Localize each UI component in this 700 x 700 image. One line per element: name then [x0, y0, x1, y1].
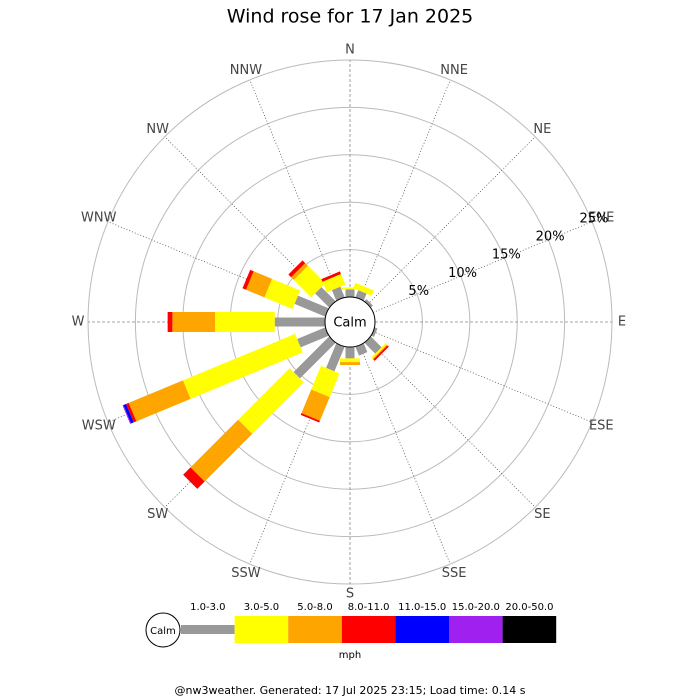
direction-label: ESE: [589, 419, 614, 434]
bar-segment: [373, 345, 389, 361]
footer: @nw3weather. Generated: 17 Jul 2025 23:1…: [175, 684, 526, 697]
bar-segment: [297, 327, 329, 348]
legend-label: 1.0-3.0: [190, 602, 225, 613]
bar-segment: [294, 295, 329, 317]
chart-title: Wind rose for 17 Jan 2025: [227, 6, 474, 28]
r-tick-label: 25%: [579, 211, 608, 226]
direction-label: SSE: [442, 566, 467, 581]
bar-segment: [301, 389, 330, 421]
legend-swatch: [449, 616, 503, 643]
bar-segment: [293, 336, 336, 379]
bar-segment: [364, 336, 382, 354]
legend-calm-label: Calm: [150, 626, 176, 637]
legend-swatch: [234, 616, 289, 643]
bar-segment: [183, 467, 205, 489]
bar-segment: [300, 413, 320, 423]
direction-label: WNW: [81, 210, 117, 225]
direction-label: NNE: [440, 63, 468, 78]
bar-segment: [242, 269, 254, 290]
spoke: [367, 339, 536, 508]
legend-label: 20.0-50.0: [505, 602, 553, 613]
legend-label: 8.0-11.0: [348, 602, 390, 613]
spoke: [372, 331, 593, 423]
bar-segment: [315, 287, 336, 308]
direction-label: NE: [533, 122, 551, 137]
bar-segment: [126, 402, 137, 423]
direction-label: ENE: [588, 210, 614, 225]
bar-segment: [288, 260, 306, 278]
bar-segment: [322, 274, 346, 293]
r-tick-label: 20%: [536, 230, 565, 245]
direction-label: WSW: [82, 419, 116, 434]
bar-segment: [353, 282, 374, 296]
bar-segment: [291, 263, 308, 280]
direction-label: SW: [147, 507, 168, 522]
spoke: [359, 344, 451, 565]
grid-ring: [134, 106, 566, 538]
spoke: [372, 221, 593, 313]
direction-label: N: [345, 43, 355, 58]
bar-segment: [321, 271, 341, 282]
legend-calm: [145, 612, 181, 648]
r-tick-label: 5%: [408, 284, 429, 299]
legend-swatch: [288, 616, 342, 643]
spoke: [249, 79, 341, 300]
bar-segment: [326, 343, 345, 372]
direction-label: W: [72, 315, 85, 330]
bar-segment: [355, 343, 368, 356]
unit-label: mph: [339, 650, 361, 661]
direction-label: E: [618, 315, 626, 330]
spoke: [367, 136, 536, 305]
legend-swatch: [502, 616, 557, 643]
bar-segment: [371, 343, 387, 359]
legend-swatch: [395, 616, 449, 643]
calm-circle: [324, 296, 376, 348]
r-tick-label: 15%: [492, 248, 521, 263]
calm-label: Calm: [333, 316, 366, 331]
direction-label: SE: [534, 507, 550, 522]
bar-segment: [331, 286, 345, 301]
legend-label: 5.0-8.0: [297, 602, 332, 613]
direction-label: S: [346, 587, 354, 602]
bar-segment: [293, 265, 326, 298]
direction-label: NW: [146, 122, 169, 137]
bar-segment: [372, 344, 388, 360]
legend-swatch: [181, 625, 235, 634]
bar-segment: [190, 419, 253, 482]
bar-segment: [128, 380, 191, 422]
bar-segment: [264, 278, 301, 309]
direction-label: NNW: [230, 63, 262, 78]
legend-swatch: [341, 616, 396, 643]
legend-label: 11.0-15.0: [398, 602, 446, 613]
direction-label: SSW: [231, 566, 261, 581]
bar-segment: [182, 333, 303, 399]
legend-label: 3.0-5.0: [244, 602, 279, 613]
spoke: [359, 79, 451, 300]
bar-segment: [311, 365, 340, 398]
bar-segment: [355, 290, 367, 301]
bar-segment: [123, 403, 134, 424]
r-tick-label: 10%: [448, 266, 477, 281]
bar-segment: [238, 368, 304, 434]
legend-label: 15.0-20.0: [452, 602, 500, 613]
bar-segment: [246, 271, 273, 298]
